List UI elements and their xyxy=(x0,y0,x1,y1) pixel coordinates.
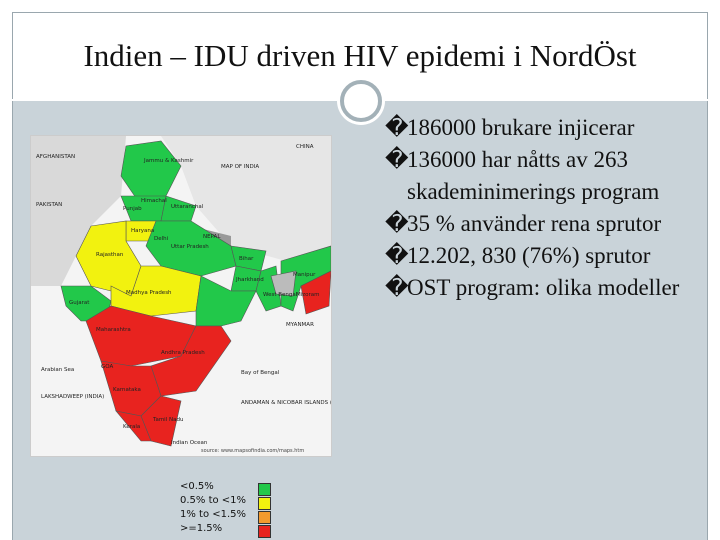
legend-label: 1% to <1.5% xyxy=(180,509,247,520)
map-label: Haryana xyxy=(131,228,154,234)
map-label: Tamil Nadu xyxy=(152,417,183,423)
map-label: Punjab xyxy=(123,206,142,212)
region xyxy=(270,270,297,297)
bullet-text: 35 % använder rena sprutor xyxy=(407,211,662,236)
map-label: PAKISTAN xyxy=(36,202,62,208)
map-label: West Bengal xyxy=(263,292,298,298)
map-label: Jammu & Kashmir xyxy=(143,158,194,164)
region xyxy=(300,270,331,315)
legend-swatch xyxy=(258,525,271,538)
ring-ornament xyxy=(340,80,382,122)
map-label: Madhya Pradesh xyxy=(126,290,172,296)
map-label: Karnataka xyxy=(113,387,141,393)
map-label: Indian Ocean xyxy=(171,440,208,446)
bullet-item: � 136000 har nåtts av 263 skademinimering… xyxy=(385,144,685,208)
map-label: Bay of Bengal xyxy=(241,370,280,376)
map-label: Uttar Pradesh xyxy=(171,244,209,250)
bullet-marker: � xyxy=(385,147,409,172)
legend-swatch xyxy=(258,511,271,524)
bullet-item: � 186000 brukare injicerar xyxy=(385,112,685,144)
map-label: NEPAL xyxy=(203,234,221,240)
legend-swatch xyxy=(258,497,271,510)
map-label: Maharashtra xyxy=(96,327,131,333)
map-label: Bihar xyxy=(239,256,254,262)
west-neighbours xyxy=(31,136,126,286)
map-label: Kerala xyxy=(123,424,140,430)
bullet-text: 12.202, 830 (76%) sprutor xyxy=(407,243,651,268)
map-label: LAKSHADWEEP (INDIA) xyxy=(41,394,104,400)
map-label: Delhi xyxy=(154,236,169,242)
map-label: AFGHANISTAN xyxy=(36,154,75,160)
map-label: Himachal xyxy=(141,198,167,204)
bullet-text: 136000 har nåtts av 263 skademinimerings… xyxy=(407,147,660,204)
legend-swatch xyxy=(258,483,271,496)
bullet-marker: � xyxy=(385,275,409,300)
bullet-marker: � xyxy=(385,211,409,236)
map-label: Mizoram xyxy=(296,292,320,298)
slide-title: Indien – IDU driven HIV epidemi i NordÖs… xyxy=(83,38,637,73)
map-label: Jharkhand xyxy=(235,277,264,283)
map-label: Manipur xyxy=(293,272,316,278)
nepal xyxy=(171,221,231,246)
map-label: ANDAMAN & NICOBAR ISLANDS (INDIA) xyxy=(241,400,332,406)
legend-label: >=1.5% xyxy=(180,523,223,534)
bullet-item: � OST program: olika modeller xyxy=(385,272,685,304)
map-label: MYANMAR xyxy=(286,322,314,328)
bullet-text: OST program: olika modeller xyxy=(407,275,680,300)
map-label: GOA xyxy=(101,364,113,370)
india-map: AFGHANISTAN CHINA PAKISTAN MAP OF INDIA Jamm… xyxy=(30,135,332,457)
bullet-list: � 186000 brukare injicerar � 136000 har nåt… xyxy=(385,112,685,304)
region xyxy=(115,410,152,442)
map-label: Andhra Pradesh xyxy=(161,350,205,356)
map-label: Gujarat xyxy=(69,300,90,306)
north-neighbours xyxy=(161,136,331,261)
bullet-marker: � xyxy=(385,243,409,268)
region xyxy=(195,275,257,327)
legend-label: 0.5% to <1% xyxy=(180,495,247,506)
map-label: CHINA xyxy=(296,144,314,150)
bullet-item: � 12.202, 830 (76%) sprutor xyxy=(385,240,685,272)
map-label: Uttaranchal xyxy=(171,204,204,210)
map-source: source: www.mapsofindia.com/maps.htm xyxy=(201,448,304,454)
map-label: Rajasthan xyxy=(96,252,124,258)
region xyxy=(145,220,237,277)
map-label: MAP OF INDIA xyxy=(221,164,259,170)
bullet-item: � 35 % använder rena sprutor xyxy=(385,208,685,240)
bullet-marker: � xyxy=(385,115,409,140)
map-label: Arabian Sea xyxy=(41,367,74,373)
legend-label: <0.5% xyxy=(180,481,214,492)
bullet-text: 186000 brukare injicerar xyxy=(407,115,635,140)
